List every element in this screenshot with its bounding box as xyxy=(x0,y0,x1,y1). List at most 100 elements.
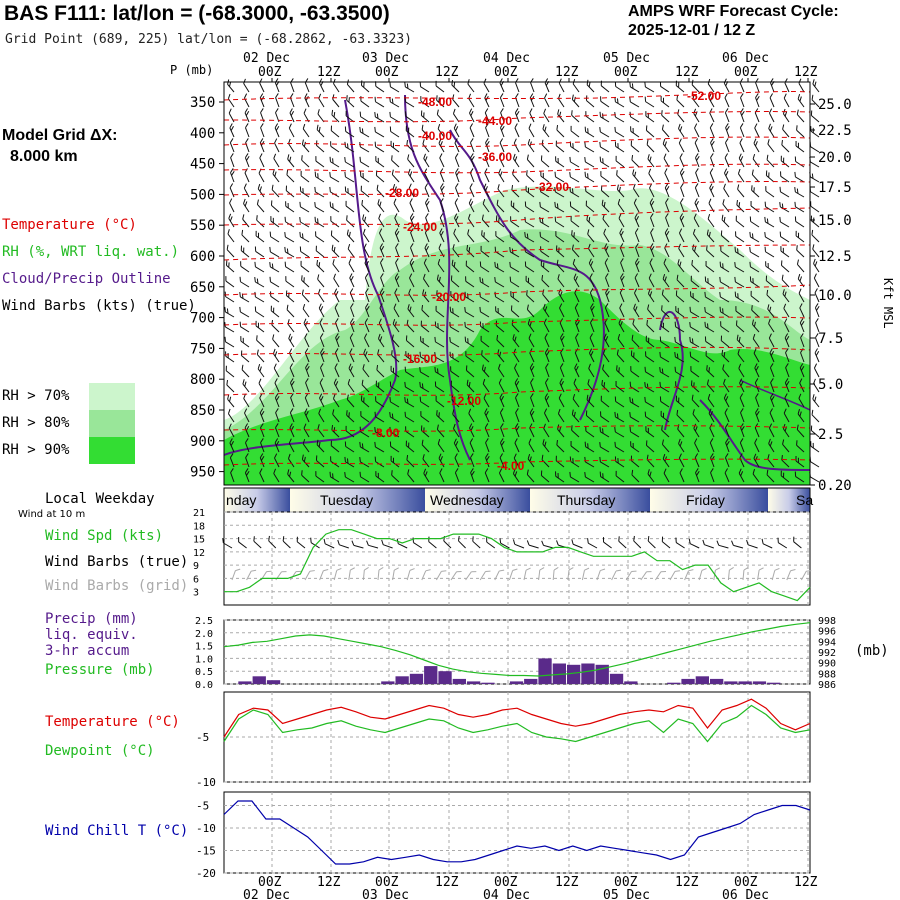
wind-barb-shaft xyxy=(259,457,265,468)
wind-barb xyxy=(347,378,355,393)
surface-wind-barb xyxy=(412,537,423,549)
wind-barb-shaft xyxy=(630,86,640,93)
wind-barb-shaft xyxy=(633,202,640,213)
wind-barb-flag xyxy=(230,125,234,131)
wind-barb-flag xyxy=(423,468,427,474)
wind-barb-shaft xyxy=(796,114,805,123)
wind-barb-shaft xyxy=(390,116,400,123)
grid-wind-barb-shaft xyxy=(523,570,527,581)
wind-barb-flag xyxy=(781,274,784,280)
wind-barb-flag xyxy=(465,351,467,357)
wind-barb-flag xyxy=(709,168,714,173)
wind-barb-shaft xyxy=(439,172,445,183)
wind-barb xyxy=(709,438,715,453)
wind-barb xyxy=(470,453,475,468)
wind-barb-flag xyxy=(299,201,301,207)
wind-barb-flag xyxy=(749,261,751,267)
wind-barb-shaft xyxy=(228,413,235,423)
wind-barb xyxy=(435,305,445,318)
wind-barb-shaft xyxy=(525,251,535,258)
wind-barb xyxy=(689,306,700,318)
wind-barb-flag xyxy=(453,82,456,88)
wind-barb xyxy=(719,291,730,303)
wind-barb-flag xyxy=(751,185,753,191)
wind-barb-flag xyxy=(572,393,576,400)
wind-barb-shaft xyxy=(319,382,325,393)
wind-barb-flag xyxy=(768,333,772,339)
wind-barb-flag xyxy=(621,275,625,281)
wind-barb xyxy=(483,78,490,93)
wind-barb-flag xyxy=(722,364,725,370)
wind-barb-flag xyxy=(694,183,699,188)
wind-barb-shaft xyxy=(798,83,805,93)
wind-barb-flag xyxy=(785,335,790,341)
wind-barb xyxy=(404,381,415,393)
wind-barb-shaft xyxy=(540,250,550,258)
wind-barb xyxy=(679,168,685,183)
wind-barb-flag xyxy=(359,456,361,463)
wind-barb-shaft xyxy=(318,293,325,303)
wind-barb-flag xyxy=(618,186,621,192)
wind-barb-shaft xyxy=(259,412,265,423)
wind-barb-shaft xyxy=(483,398,490,408)
temperature-label: -20.00 xyxy=(432,290,466,304)
wind-barb-shaft xyxy=(375,475,385,483)
wind-barb xyxy=(481,364,490,378)
wind-barb xyxy=(526,170,535,183)
wind-barb-flag xyxy=(314,216,316,222)
wind-barb-shaft xyxy=(600,116,610,123)
wind-barb xyxy=(587,229,595,243)
grid-wind-barb xyxy=(523,567,531,581)
wind-barb-flag xyxy=(289,108,293,114)
wind-barb xyxy=(419,351,430,363)
wind-barb xyxy=(770,378,775,393)
wind-barb-shaft xyxy=(375,385,385,393)
wind-barb xyxy=(721,349,730,363)
wind-barb xyxy=(674,321,685,333)
grid-wind-barb-shaft xyxy=(596,570,601,581)
wind-barb-flag xyxy=(335,333,339,338)
wind-barb-shaft xyxy=(394,232,400,243)
wind-barb-shaft xyxy=(453,428,460,438)
kft-tick-label: 20.0 xyxy=(818,150,852,166)
wind-barb-shaft xyxy=(316,444,325,453)
wind-barb-flag xyxy=(284,231,286,238)
wind-barb-shaft xyxy=(800,352,805,363)
wind-barb xyxy=(303,423,310,438)
wind-barb-flag xyxy=(484,93,488,99)
wind-barb-flag xyxy=(530,365,535,371)
wind-barb xyxy=(408,288,415,303)
wind-tick-label: 12 xyxy=(193,548,205,559)
wind-barb-flag xyxy=(780,470,782,476)
wind-barb-flag xyxy=(465,365,468,371)
wind-barb-flag xyxy=(661,289,664,295)
precip-bar xyxy=(609,673,624,684)
wind-barb-shaft xyxy=(228,218,235,228)
wind-barb xyxy=(785,348,790,363)
wind-barb xyxy=(499,468,505,483)
wind-barb xyxy=(780,260,790,273)
wind-barb-flag xyxy=(615,155,617,161)
wind-barb xyxy=(365,288,370,303)
grid-wind-barb-flag xyxy=(646,571,652,573)
wind-barb-flag xyxy=(797,232,800,238)
wind-barb xyxy=(719,306,730,318)
wind-barb xyxy=(334,363,340,378)
wind-barb xyxy=(646,454,655,468)
wind-barb-shaft xyxy=(677,428,685,438)
wind-barb-flag xyxy=(661,305,663,311)
wind-barb-shaft xyxy=(706,369,715,378)
wind-barb-shaft xyxy=(572,263,580,273)
wind-barb xyxy=(494,276,505,288)
wind-barb-flag xyxy=(603,201,606,207)
wind-barb-flag xyxy=(739,438,744,443)
wind-barb-flag xyxy=(285,201,287,207)
wind-barb-flag xyxy=(273,363,277,369)
wind-barb-shaft xyxy=(543,113,550,123)
precip-bar xyxy=(524,678,538,684)
wind-barb-flag xyxy=(633,303,636,309)
wind-barb-flag xyxy=(811,229,814,235)
wind-barb xyxy=(229,438,235,453)
wind-barb-flag xyxy=(320,363,324,368)
wind-barb-flag xyxy=(635,258,639,263)
